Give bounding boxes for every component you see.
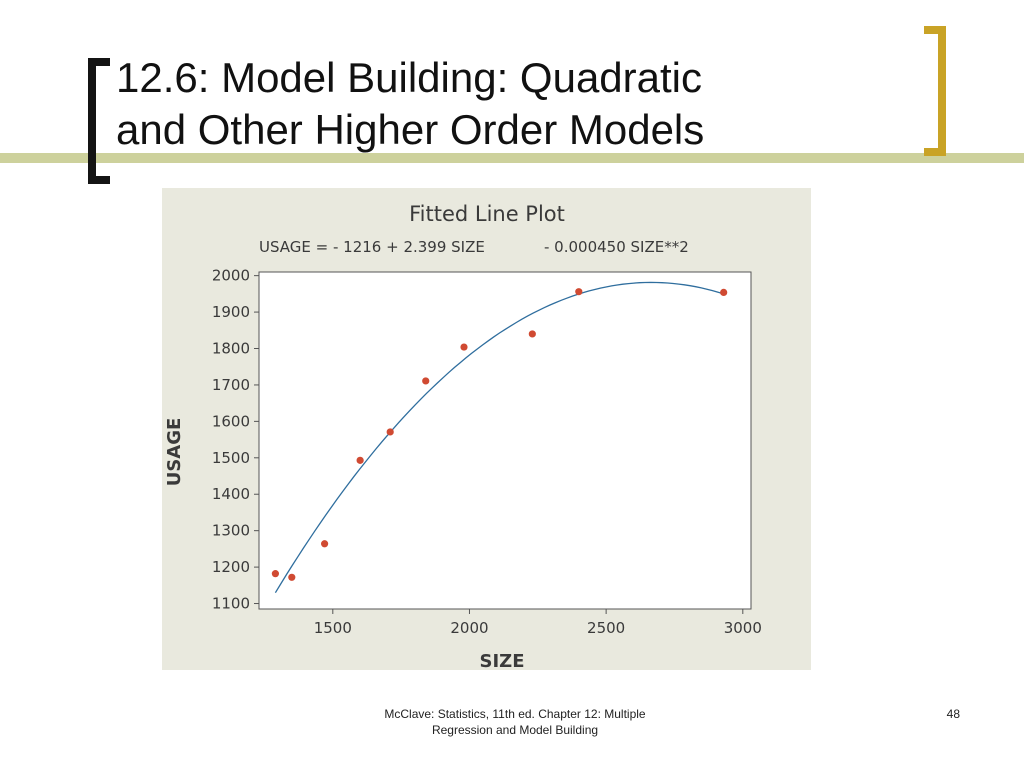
page-number: 48 [946, 707, 960, 721]
fitted-curve [274, 281, 724, 594]
chart-panel: Fitted Line Plot USAGE = - 1216 + 2.399 … [162, 188, 811, 670]
y-tick-label: 1700 [212, 376, 250, 394]
data-point [575, 288, 583, 296]
title-underline-stripe [0, 153, 1024, 163]
y-axis: 1100 1200 1300 1400 1500 1600 1700 1800 1900 2000 [212, 267, 259, 613]
x-tick-label: 1500 [314, 619, 352, 637]
data-point [422, 377, 430, 385]
chart-equation-left: USAGE = - 1216 + 2.399 SIZE [259, 238, 485, 256]
data-point [528, 330, 536, 338]
footer-line-1: McClave: Statistics, 11th ed. Chapter 12… [384, 707, 646, 721]
data-point [356, 456, 364, 464]
plot-area [258, 271, 752, 610]
y-tick-label: 1300 [212, 522, 250, 540]
x-tick-label: 3000 [724, 619, 762, 637]
data-point [288, 573, 296, 581]
chart-title: Fitted Line Plot [409, 202, 565, 226]
footer-line-2: Regression and Model Building [431, 723, 599, 737]
data-points [271, 288, 728, 581]
y-axis-label: USAGE [164, 418, 185, 487]
y-tick-label: 1600 [212, 412, 250, 430]
x-tick-label: 2500 [587, 619, 625, 637]
left-bracket-decoration [88, 58, 110, 184]
y-tick-label: 1100 [212, 595, 250, 613]
right-bracket-decoration [924, 26, 946, 156]
data-point [720, 288, 728, 297]
slide-footer: McClave: Statistics, 11th ed. Chapter 12… [330, 706, 700, 738]
y-tick-label: 2000 [212, 267, 250, 285]
data-point [386, 428, 394, 436]
data-point [321, 540, 329, 548]
slide-title-line-1: 12.6: Model Building: Quadratic [116, 54, 703, 101]
y-tick-label: 1200 [212, 558, 250, 576]
y-tick-label: 1400 [212, 485, 250, 503]
x-axis: 1500 2000 2500 3000 [314, 609, 762, 637]
slide-title: 12.6: Model Building: Quadratic and Othe… [116, 52, 906, 156]
y-tick-label: 1500 [212, 449, 250, 467]
slide-title-line-2: and Other Higher Order Models [116, 106, 705, 153]
y-tick-label: 1800 [212, 340, 250, 358]
data-point [460, 343, 468, 351]
fitted-line-plot: Fitted Line Plot USAGE = - 1216 + 2.399 … [164, 202, 762, 670]
data-point [271, 570, 279, 578]
x-tick-label: 2000 [450, 619, 488, 637]
y-tick-label: 1900 [212, 303, 250, 321]
x-axis-label: SIZE [479, 651, 524, 670]
chart-equation-right: - 0.000450 SIZE**2 [544, 238, 689, 256]
